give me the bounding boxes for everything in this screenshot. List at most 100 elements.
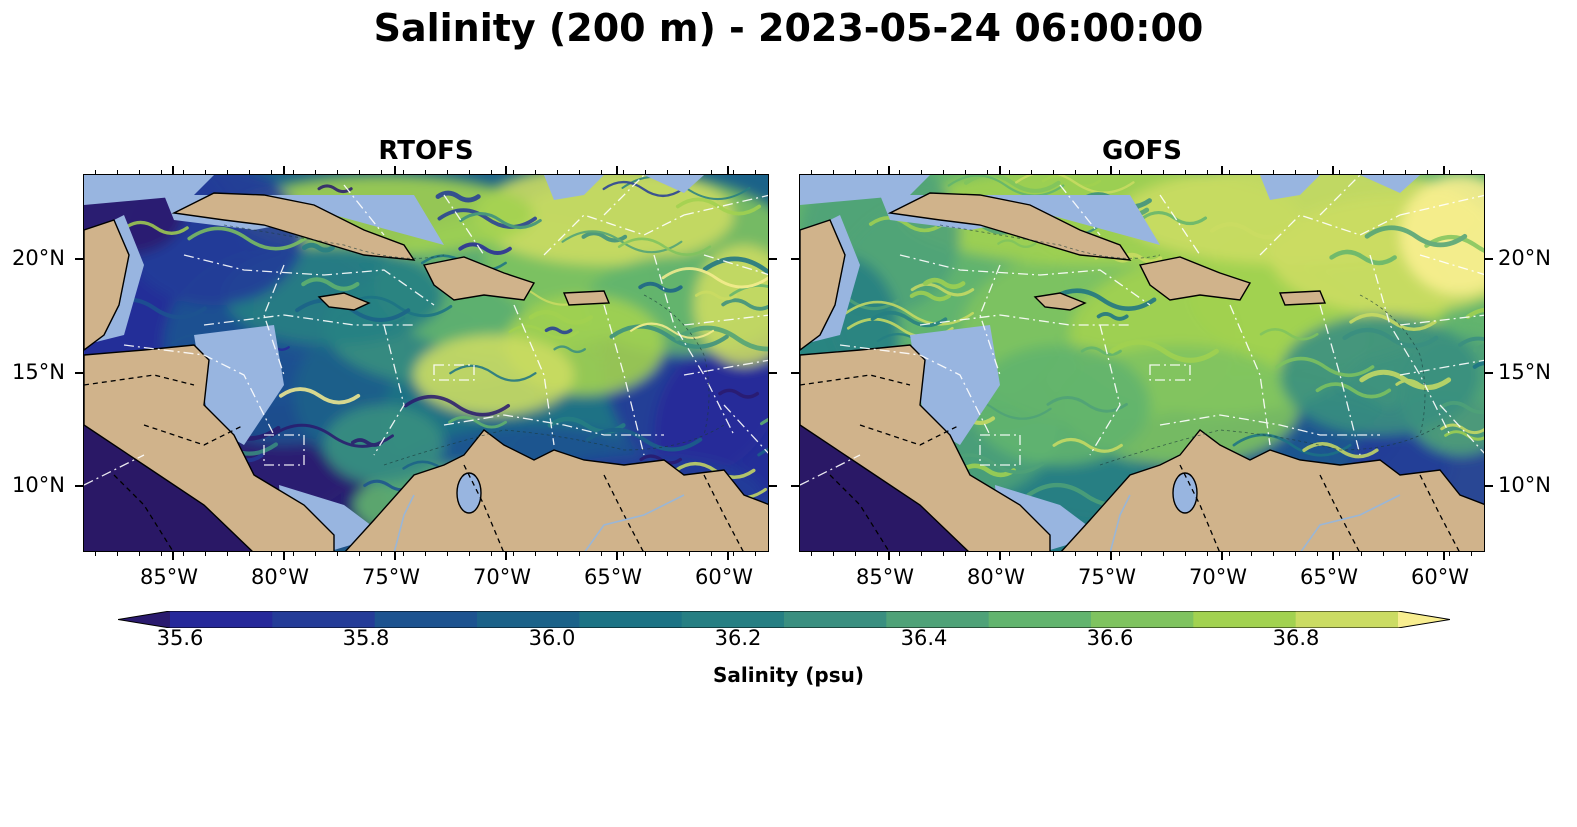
tick-mark <box>227 552 228 556</box>
x-tick-label: 70°W <box>473 565 531 589</box>
tick-mark <box>271 552 272 556</box>
tick-mark <box>117 552 118 556</box>
colorbar-title: Salinity (psu) <box>712 663 864 687</box>
tick-mark <box>791 258 799 260</box>
x-tick-label: 65°W <box>584 565 642 589</box>
tick-mark <box>1405 170 1406 174</box>
colorbar-segment <box>1193 611 1297 628</box>
tick-mark <box>1053 170 1054 174</box>
tick-mark <box>425 170 426 174</box>
tick-mark <box>1295 170 1296 174</box>
tick-mark <box>117 170 118 174</box>
tick-mark <box>1097 552 1098 556</box>
tick-mark <box>381 170 382 174</box>
tick-mark <box>283 552 285 560</box>
tick-mark <box>1110 552 1112 560</box>
tick-mark <box>877 552 878 556</box>
tick-mark <box>205 170 206 174</box>
x-tick-label: 75°W <box>1078 565 1136 589</box>
tick-mark <box>811 170 812 174</box>
tick-mark <box>1119 170 1120 174</box>
x-tick-label: 80°W <box>251 565 309 589</box>
y-tick-label: 20°N <box>12 246 65 270</box>
tick-mark <box>425 552 426 556</box>
tick-mark <box>1251 552 1252 556</box>
tick-mark <box>359 552 360 556</box>
colorbar-tick-label: 36.4 <box>900 626 948 650</box>
tick-mark <box>616 166 618 174</box>
colorbar-segment <box>579 611 683 628</box>
tick-mark <box>513 170 514 174</box>
tick-mark <box>95 170 96 174</box>
tick-mark <box>139 552 140 556</box>
x-tick-label: 70°W <box>1189 565 1247 589</box>
tick-mark <box>645 552 646 556</box>
tick-mark <box>75 485 83 487</box>
bathymetry-contours <box>939 224 1441 466</box>
eez-boundaries <box>84 175 768 486</box>
tick-mark <box>855 170 856 174</box>
tick-mark <box>535 170 536 174</box>
tick-mark <box>293 170 294 174</box>
tick-mark <box>95 552 96 556</box>
tick-mark <box>999 166 1001 174</box>
tick-mark <box>1185 170 1186 174</box>
colorbar-tick-label: 35.6 <box>156 626 204 650</box>
tick-mark <box>1110 166 1112 174</box>
colorbar-segment <box>886 611 990 628</box>
tick-mark <box>337 552 338 556</box>
tick-mark <box>727 552 729 560</box>
tick-mark <box>1317 552 1318 556</box>
tick-mark <box>1443 166 1445 174</box>
tick-mark <box>987 170 988 174</box>
country-borders <box>800 374 1460 551</box>
tick-mark <box>791 372 799 374</box>
tick-mark <box>667 170 668 174</box>
tick-mark <box>205 552 206 556</box>
y-tick-label: 10°N <box>1498 473 1551 497</box>
tick-mark <box>1141 552 1142 556</box>
tick-mark <box>601 170 602 174</box>
tick-mark <box>943 552 944 556</box>
tick-mark <box>999 552 1001 560</box>
bathymetry-contours <box>223 224 725 466</box>
tick-mark <box>791 485 799 487</box>
tick-mark <box>877 170 878 174</box>
tick-mark <box>505 552 507 560</box>
tick-mark <box>1229 552 1230 556</box>
tick-mark <box>733 552 734 556</box>
tick-mark <box>601 552 602 556</box>
tick-mark <box>1332 166 1334 174</box>
country-borders <box>84 374 744 551</box>
tick-mark <box>1221 166 1223 174</box>
tick-mark <box>1485 372 1493 374</box>
tick-mark <box>769 258 777 260</box>
tick-mark <box>1405 552 1406 556</box>
panel-title-rtofs: RTOFS <box>378 136 474 166</box>
tick-mark <box>711 170 712 174</box>
tick-mark <box>1009 552 1010 556</box>
land <box>84 192 768 551</box>
tick-mark <box>447 552 448 556</box>
eez-boundaries <box>800 175 1484 486</box>
tick-mark <box>1317 170 1318 174</box>
tick-mark <box>1163 552 1164 556</box>
tick-mark <box>1443 552 1445 560</box>
colorbar-extend-max <box>1398 611 1450 628</box>
tick-mark <box>1185 552 1186 556</box>
tick-mark <box>271 170 272 174</box>
gofs-map <box>799 174 1485 552</box>
colorbar-segment <box>1091 611 1194 628</box>
tick-mark <box>505 166 507 174</box>
tick-mark <box>1163 170 1164 174</box>
tick-mark <box>1339 170 1340 174</box>
colorbar-segment <box>681 611 785 628</box>
tick-mark <box>469 170 470 174</box>
tick-mark <box>899 552 900 556</box>
tick-mark <box>987 552 988 556</box>
tick-mark <box>833 552 834 556</box>
tick-mark <box>513 552 514 556</box>
x-tick-label: 60°W <box>1411 565 1469 589</box>
tick-mark <box>1251 170 1252 174</box>
tick-mark <box>283 166 285 174</box>
